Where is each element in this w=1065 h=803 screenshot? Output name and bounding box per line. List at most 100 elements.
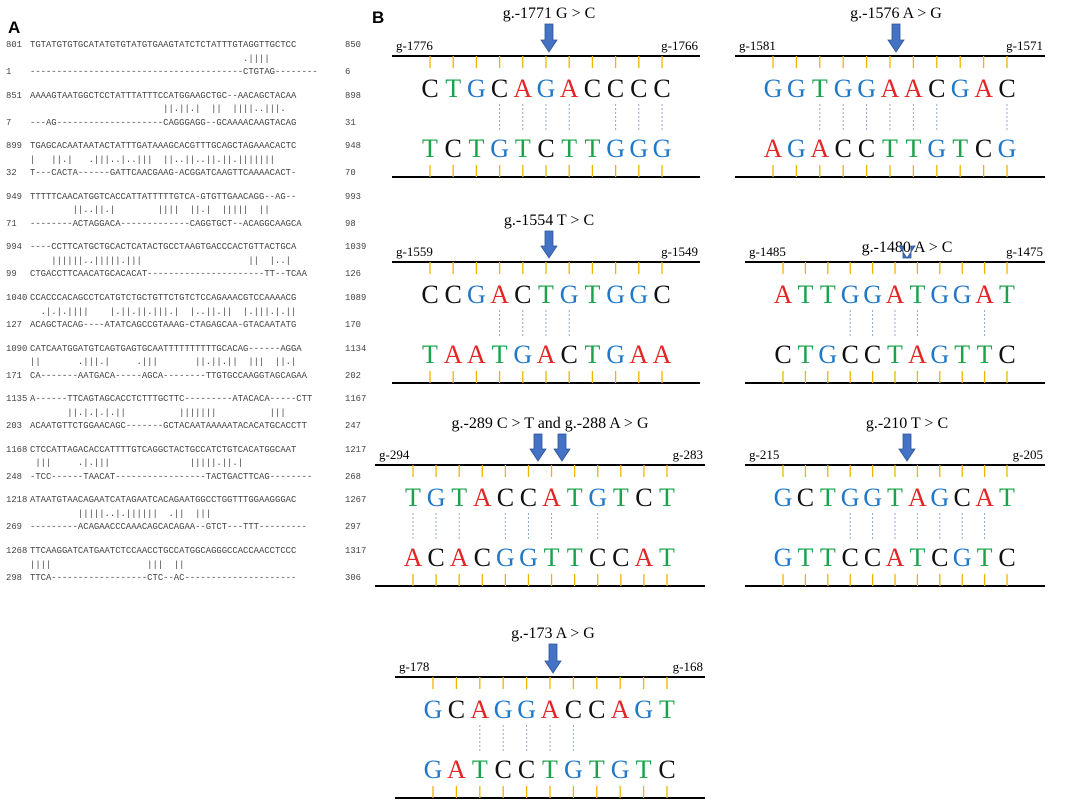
seq-end: 1089 bbox=[345, 293, 367, 303]
sequence: ----CCTTCATGCTGCACTCATACTGCCTAAGTGACCCAC… bbox=[30, 242, 297, 253]
sequence: CATCAATGGATGTCAGTGAGTGCAATTTTTTTTTTGCACA… bbox=[30, 343, 302, 354]
seq-start: 949 bbox=[6, 191, 22, 202]
seq-start: 851 bbox=[6, 90, 22, 101]
sequence: -TCC------TAACAT-----------------TACTGAC… bbox=[30, 471, 313, 482]
match-line: ||||||..|||||.||| || |..| bbox=[30, 255, 291, 266]
sequence: A------TTCAGTAGCACCTCTTTGCTTC---------AT… bbox=[30, 394, 313, 405]
position-label: g-1766 bbox=[661, 38, 698, 53]
seq-start: 1 bbox=[6, 67, 12, 77]
seq-end: 306 bbox=[345, 573, 361, 583]
seq-start: 71 bbox=[6, 218, 17, 229]
panel-label: A bbox=[8, 18, 21, 37]
sequence: TGAGCACAATAATACTATTTGATAAAGCACGTTTGCAGCT… bbox=[30, 141, 297, 152]
position-label: g-1559 bbox=[396, 244, 433, 259]
seq-start: 1218 bbox=[6, 495, 28, 506]
position-label: g-168 bbox=[673, 659, 703, 674]
sequence: TTCAAGGATCATGAATCTCCAACCTGCCATGGCAGGGCCA… bbox=[30, 546, 297, 556]
seq-end: 850 bbox=[345, 40, 361, 50]
arrow bbox=[540, 230, 558, 259]
variant-title: g.-289 C > T and g.-288 A > G bbox=[451, 415, 648, 432]
sequence: CCACCCACAGCCTCATGTCTGCTGTTCTGTCTCCAGAAAC… bbox=[30, 293, 297, 303]
seq-start: 171 bbox=[6, 370, 22, 381]
position-label: g-1776 bbox=[396, 38, 433, 53]
sequence: CTCCATTAGACACCATTTTGTCAGGCTACTGCCATCTGTC… bbox=[30, 444, 297, 455]
position-label: g-1549 bbox=[661, 244, 698, 259]
seq-end: 6 bbox=[345, 67, 351, 77]
seq-end: 993 bbox=[345, 191, 361, 202]
sequence: ----------------------------------------… bbox=[30, 67, 318, 77]
match-line: | ||.| .|||..|..||| ||..||..||.||.||||||… bbox=[30, 154, 275, 165]
seq-end: 268 bbox=[345, 471, 361, 482]
panel-label: B bbox=[372, 8, 385, 27]
position-label: g-215 bbox=[749, 447, 779, 462]
seq-start: 1168 bbox=[6, 444, 28, 455]
variant-title: g.-173 A > G bbox=[511, 625, 595, 642]
seq-end: 1167 bbox=[345, 394, 367, 405]
seq-start: 1090 bbox=[6, 343, 28, 354]
variant-title: g.-1480 A > C bbox=[862, 239, 953, 256]
position-label: g-1571 bbox=[1006, 38, 1043, 53]
seq-start: 1040 bbox=[6, 293, 28, 303]
sequence: T---CACTA------GATTCAACGAAG-ACGGATCAAGTT… bbox=[30, 168, 297, 179]
position-label: g-205 bbox=[1013, 447, 1043, 462]
sequence: ACAGCTACAG----ATATCAGCCGTAAAG-CTAGAGCAA-… bbox=[30, 320, 297, 330]
sequence: ACAATGTTCTGGAACAGC-------GCTACAATAAAAATA… bbox=[30, 421, 307, 432]
seq-start: 994 bbox=[6, 242, 22, 253]
seq-start: 127 bbox=[6, 320, 22, 330]
sequence: TTCA------------------CTC--AC-----------… bbox=[30, 573, 297, 583]
seq-start: 801 bbox=[6, 40, 22, 50]
arrow bbox=[529, 433, 547, 462]
position-label: g-283 bbox=[673, 447, 703, 462]
seq-start: 32 bbox=[6, 168, 17, 179]
position-label: g-1475 bbox=[1006, 244, 1043, 259]
seq-start: 99 bbox=[6, 269, 17, 280]
seq-start: 7 bbox=[6, 117, 12, 128]
variant-title: g.-1771 G > C bbox=[503, 5, 596, 22]
sequence: CTGACCTTCAACATGCACACAT------------------… bbox=[30, 269, 307, 280]
seq-start: 248 bbox=[6, 471, 22, 482]
arrow bbox=[898, 433, 916, 462]
seq-end: 1317 bbox=[345, 546, 367, 556]
match-line: .|||| bbox=[30, 53, 270, 64]
seq-end: 1217 bbox=[345, 444, 367, 455]
seq-end: 126 bbox=[345, 269, 361, 280]
match-line: ||.||.| || ||||..|||. bbox=[30, 104, 286, 115]
sequence: TGTATGTGTGCATATGTGTATGTGAAGTATCTCTATTTGT… bbox=[30, 40, 297, 50]
match-line: || .|||.| .||| ||.||.|| ||| ||.| bbox=[30, 357, 297, 368]
arrow bbox=[898, 245, 916, 259]
sequence: ---AG--------------------CAGGGAGG--GCAAA… bbox=[30, 117, 297, 128]
seq-end: 1039 bbox=[345, 242, 367, 253]
position-label: g-178 bbox=[399, 659, 429, 674]
variant-title: g.-210 T > C bbox=[866, 415, 948, 432]
seq-end: 202 bbox=[345, 370, 361, 381]
seq-end: 1267 bbox=[345, 495, 367, 506]
sequence: --------ACTAGGACA-------------CAGGTGCT--… bbox=[30, 218, 302, 229]
seq-end: 948 bbox=[345, 141, 361, 152]
arrow bbox=[544, 643, 562, 674]
match-line: ||| .|.||| |||||.||.| bbox=[30, 458, 244, 469]
seq-start: 298 bbox=[6, 573, 22, 583]
seq-end: 247 bbox=[345, 421, 361, 432]
seq-end: 31 bbox=[345, 117, 356, 128]
sequence: CA-------AATGACA-----AGCA--------TTGTGCC… bbox=[30, 370, 307, 381]
arrow bbox=[540, 23, 558, 53]
seq-end: 70 bbox=[345, 168, 356, 179]
seq-end: 898 bbox=[345, 90, 361, 101]
match-line: .|.|.|||| |.||.||.|||.| |..||.|| |.|||.|… bbox=[30, 306, 297, 317]
sequence: TTTTTCAACATGGTCACCATTATTTTTGTCA-GTGTTGAA… bbox=[30, 191, 297, 202]
seq-start: 899 bbox=[6, 141, 22, 152]
position-label: g-1485 bbox=[749, 244, 786, 259]
